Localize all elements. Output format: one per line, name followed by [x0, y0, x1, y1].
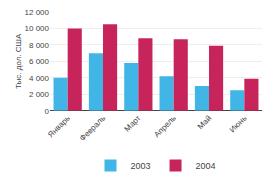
svg-text:6 000: 6 000 — [29, 57, 50, 66]
svg-text:Март: Март — [123, 113, 143, 133]
svg-text:8 000: 8 000 — [29, 41, 50, 50]
svg-text:Апрель: Апрель — [152, 114, 178, 140]
svg-text:Май: Май — [196, 114, 213, 131]
svg-text:0: 0 — [45, 107, 50, 116]
svg-text:12 000: 12 000 — [25, 8, 50, 17]
svg-text:Январь: Январь — [46, 114, 72, 140]
svg-text:2004: 2004 — [196, 161, 216, 171]
svg-text:Июнь: Июнь — [228, 114, 249, 135]
svg-text:2 000: 2 000 — [29, 90, 50, 99]
svg-text:10 000: 10 000 — [25, 24, 50, 33]
svg-text:Февраль: Февраль — [78, 114, 107, 143]
svg-text:Тыс. дол. США: Тыс. дол. США — [14, 33, 23, 89]
svg-text:2003: 2003 — [131, 161, 151, 171]
svg-text:4 000: 4 000 — [29, 74, 50, 83]
